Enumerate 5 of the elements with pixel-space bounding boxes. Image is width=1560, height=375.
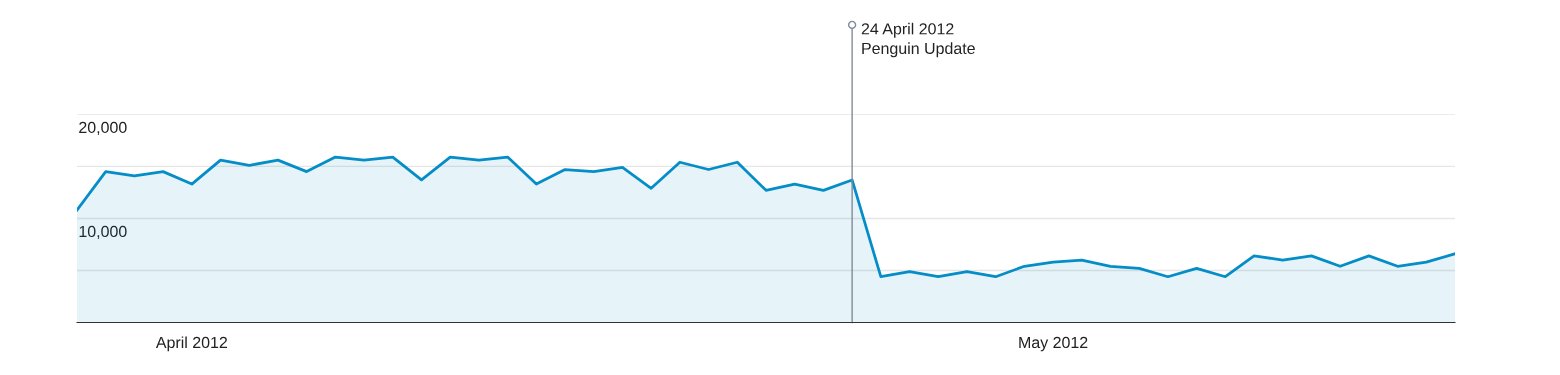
x-tick-label: April 2012: [155, 336, 227, 352]
x-tick-label: May 2012: [1019, 336, 1088, 352]
y-tick-label: 20,000: [79, 121, 127, 135]
ref-line-label: 24 April 2012 Penguin Update: [861, 22, 975, 58]
y-tick-label: 10,000: [79, 225, 127, 239]
